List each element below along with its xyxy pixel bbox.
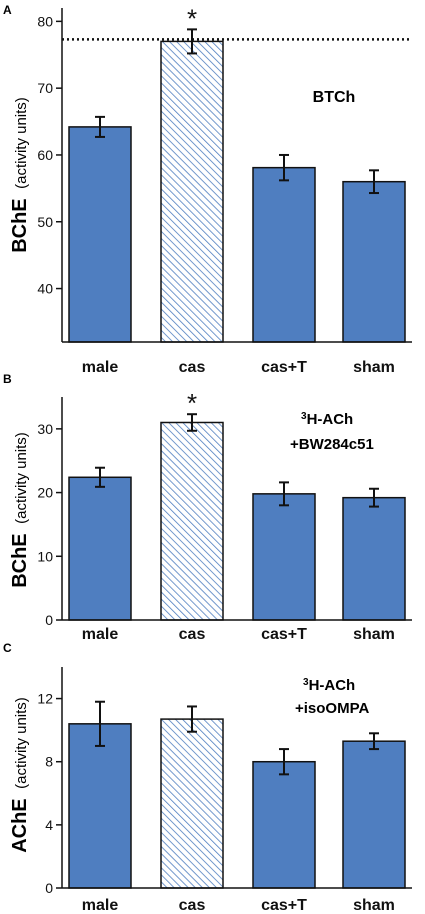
bar-cas-plus-T — [252, 760, 316, 889]
bar-cas — [160, 421, 224, 621]
y-tick-label: 20 — [37, 485, 53, 501]
error-bar — [369, 487, 379, 508]
y-tick-label: 30 — [37, 421, 53, 437]
y-tick-label: 0 — [45, 880, 53, 896]
y-axis-label: BChE (activity units) — [9, 432, 31, 588]
y-tick-label: 50 — [37, 214, 53, 230]
error-bar — [95, 115, 105, 138]
y-tick-label: 10 — [37, 548, 53, 564]
chart-panel-b: B 3H-ACh +BW284c51 BChE (activity units)… — [3, 372, 412, 643]
panel-letter: A — [3, 3, 12, 17]
significance-marker: * — [187, 388, 197, 418]
category-label: cas — [179, 897, 206, 914]
panel-letter: C — [3, 641, 12, 655]
error-bar — [95, 466, 105, 488]
panel-annotation: BTCh — [313, 89, 356, 106]
y-axis-label: BChE (activity units) — [9, 97, 31, 253]
bar-male — [68, 476, 132, 621]
panel-annotation-line2: +BW284c51 — [290, 436, 374, 453]
error-bar — [187, 413, 197, 432]
bar-sham — [342, 740, 406, 889]
y-axis-label: AChE (activity units) — [9, 697, 31, 853]
y-tick-label: 60 — [37, 147, 53, 163]
y-tick-label: 8 — [45, 754, 53, 770]
category-label: cas+T — [261, 897, 307, 914]
error-bar — [369, 732, 379, 751]
error-bar — [279, 153, 289, 182]
chart-panel-a: A BTCh BChE (activity units) * 40 50 60 70 80… — [3, 3, 412, 376]
error-bar — [187, 705, 197, 733]
category-label: male — [82, 626, 119, 643]
y-tick-label: 0 — [45, 612, 53, 628]
bar-cas-plus-T — [252, 493, 316, 621]
panel-annotation: 3H-ACh — [301, 411, 353, 428]
panel-annotation: 3H-ACh — [303, 677, 355, 694]
category-label: cas — [179, 626, 206, 643]
error-bar — [279, 748, 289, 776]
category-label: cas+T — [261, 359, 307, 376]
category-label: sham — [353, 897, 395, 914]
error-bar — [279, 481, 289, 507]
error-bar — [369, 169, 379, 195]
bar-male — [68, 126, 132, 343]
bar-cas — [160, 40, 224, 343]
error-bar — [187, 28, 197, 55]
significance-marker: * — [187, 3, 197, 33]
category-label: sham — [353, 626, 395, 643]
y-tick-label: 40 — [37, 281, 53, 297]
error-bar — [95, 700, 105, 747]
bar-sham — [342, 180, 406, 343]
category-label: cas — [179, 359, 206, 376]
y-tick-label: 12 — [37, 691, 53, 707]
category-label: male — [82, 897, 119, 914]
bar-male — [68, 723, 132, 889]
bar-cas — [160, 718, 224, 889]
category-label: cas+T — [261, 626, 307, 643]
panel-letter: B — [3, 372, 12, 386]
chart-panel-c: C 3H-ACh +isoOMPA AChE (activity units) … — [3, 641, 412, 914]
y-tick-label: 70 — [37, 80, 53, 96]
y-tick-label: 4 — [45, 817, 53, 833]
panel-annotation-line2: +isoOMPA — [295, 700, 369, 717]
bar-cas-plus-T — [252, 166, 316, 343]
category-label: sham — [353, 359, 395, 376]
category-label: male — [82, 359, 119, 376]
bar-sham — [342, 496, 406, 621]
y-tick-label: 80 — [37, 13, 53, 29]
